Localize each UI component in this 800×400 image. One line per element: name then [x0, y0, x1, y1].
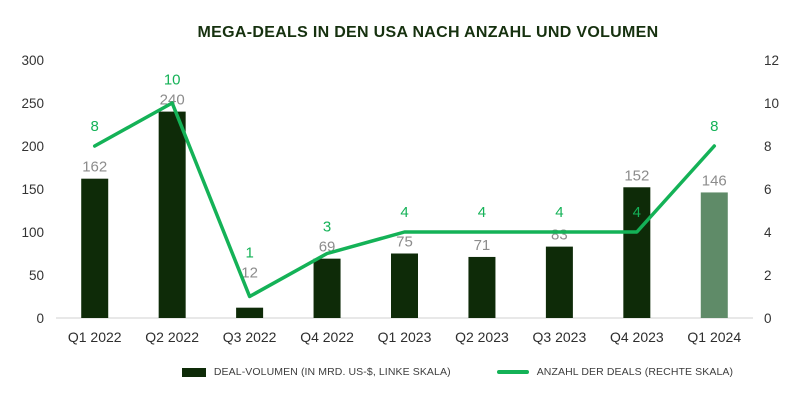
right-axis-tick: 6 — [764, 182, 772, 197]
chart-title: MEGA-DEALS IN DEN USA NACH ANZAHL UND VO… — [197, 24, 659, 41]
category-label-q4-2022: Q4 2022 — [300, 329, 354, 345]
line-value-label: 4 — [478, 204, 486, 221]
category-label-q1-2023: Q1 2023 — [378, 329, 432, 345]
bar-value-label: 162 — [82, 159, 107, 176]
bar-value-label: 240 — [160, 92, 185, 109]
category-label-q2-2022: Q2 2022 — [145, 329, 199, 345]
bar-q1-2023 — [391, 253, 418, 318]
bar-q3-2022 — [236, 307, 264, 318]
legend-label-deal-count: ANZAHL DER DEALS (RECHTE SKALA) — [536, 366, 734, 378]
bar-value-label: 75 — [396, 234, 413, 251]
line-value-label: 8 — [91, 118, 99, 135]
legend-item-deal-count: ANZAHL DER DEALS (RECHTE SKALA) — [496, 366, 734, 378]
right-axis-tick: 12 — [764, 53, 779, 68]
bar-q4-2023 — [623, 187, 651, 318]
left-axis-tick: 0 — [36, 311, 44, 326]
left-axis-tick: 50 — [29, 268, 44, 283]
legend-label-deal-volume: DEAL-VOLUMEN (IN MRD. US-$, LINKE SKALA) — [213, 366, 451, 378]
bar-q4-2022 — [313, 258, 341, 318]
left-axis-tick: 200 — [21, 139, 44, 154]
line-value-label: 1 — [245, 245, 253, 262]
bar-q2-2023 — [468, 256, 496, 318]
line-value-label: 8 — [710, 118, 718, 135]
legend: DEAL-VOLUMEN (IN MRD. US-$, LINKE SKALA)… — [0, 366, 800, 378]
right-axis-tick: 8 — [764, 139, 772, 154]
category-label-q1-2022: Q1 2022 — [68, 329, 122, 345]
line-value-label: 3 — [323, 219, 331, 236]
left-axis-tick: 300 — [21, 53, 44, 68]
bar-value-label: 152 — [624, 167, 649, 184]
left-axis-tick: 150 — [21, 182, 44, 197]
line-value-label: 4 — [400, 204, 408, 221]
left-axis-tick: 250 — [21, 96, 44, 111]
bar-value-label: 83 — [551, 227, 568, 244]
left-axis-tick: 100 — [21, 225, 44, 240]
line-value-label: 10 — [164, 72, 181, 89]
bar-value-label: 12 — [241, 265, 258, 282]
legend-item-deal-volume: DEAL-VOLUMEN (IN MRD. US-$, LINKE SKALA) — [181, 366, 451, 378]
category-label-q1-2024: Q1 2024 — [687, 329, 741, 345]
bar-value-label: 71 — [474, 237, 491, 254]
deal-count-line — [92, 101, 717, 299]
right-axis-tick: 4 — [764, 225, 772, 240]
right-axis-tick: 2 — [764, 268, 772, 283]
right-axis-tick: 0 — [764, 311, 772, 326]
bar-q1-2024 — [700, 192, 728, 318]
line-value-label: 4 — [633, 204, 641, 221]
line-value-label: 4 — [555, 204, 563, 221]
category-label-q3-2022: Q3 2022 — [223, 329, 277, 345]
category-label-q2-2023: Q2 2023 — [455, 329, 509, 345]
bar-q1-2022 — [81, 178, 109, 318]
line-series-swatch — [496, 370, 529, 374]
category-label-q3-2023: Q3 2023 — [533, 329, 587, 345]
bar-q2-2022 — [158, 111, 186, 318]
bar-value-label: 146 — [702, 172, 727, 189]
category-label-q4-2023: Q4 2023 — [610, 329, 664, 345]
right-axis-tick: 10 — [764, 96, 779, 111]
bar-series-swatch — [181, 367, 206, 377]
bar-q3-2023 — [545, 246, 573, 318]
